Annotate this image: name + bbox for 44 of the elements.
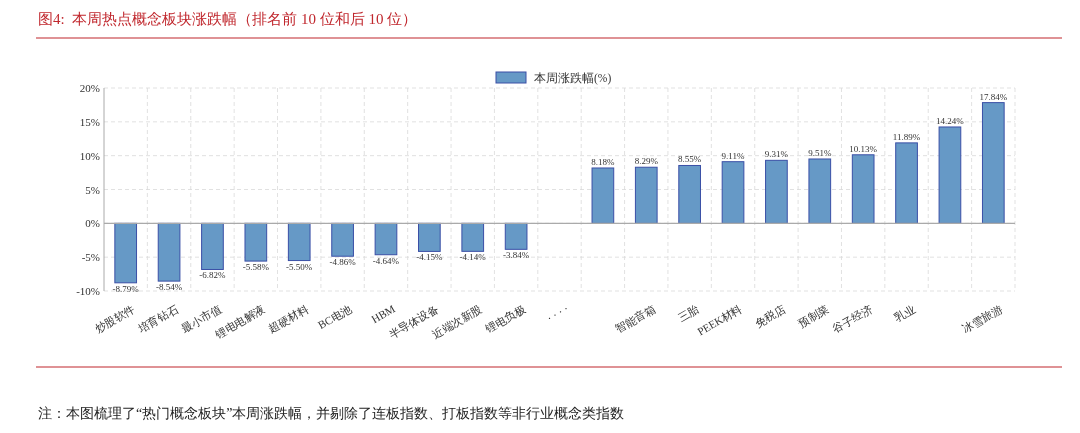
title: 图4: 本周热点概念板块涨跌幅（排名前 10 位和后 10 位） [38,11,418,27]
data-label: 9.31% [764,149,789,160]
data-label: 9.51% [808,147,832,158]
x-tick-label: 培育钻石 [135,302,181,336]
y-tick-label: 0% [85,217,100,230]
x-tick-label: · · · · [544,302,571,325]
y-tick-label: 5% [85,183,100,196]
data-label: -4.86% [329,257,357,268]
data-label: 8.18% [591,156,616,167]
x-tick-label: 智能音箱 [613,302,658,335]
y-tick-label: 15% [79,115,100,128]
y-tick-label: -5% [81,251,100,264]
x-tick-label: 冰雪旅游 [960,302,1005,335]
y-tick-label: -10% [76,285,100,297]
data-label: 10.13% [849,143,878,154]
x-tick-label: 谷子经济 [830,302,875,335]
x-tick-label: 炒股软件 [92,302,137,335]
y-tick-label: 10% [79,149,100,162]
data-label: -6.82% [199,270,227,281]
x-tick-label: 超硬材料 [266,302,311,335]
data-label: -8.79% [112,283,140,294]
legend-label: 本周涨跌幅(%) [534,72,612,85]
x-tick-label: 免税店 [752,302,788,330]
x-tick-label: BC电池 [315,302,354,332]
data-label: -8.54% [155,282,183,293]
data-label: 8.29% [634,156,659,167]
x-tick-label: 三胎 [675,302,701,324]
data-label: -4.64% [372,255,400,266]
data-label: -5.50% [286,261,313,272]
x-tick-label: 锂电负极 [482,302,528,336]
data-label: -4.14% [459,252,487,263]
text: 注：本图梳理了“热门概念板块”本周涨跌幅，并剔除了连板指数、打板指数等非行业概念类指数 [38,406,625,421]
data-label: -5.58% [242,262,270,273]
data-label: 17.84% [979,91,1008,102]
x-tick-label: HBM [369,302,398,326]
data-label: 9.11% [721,150,745,161]
x-tick-label: 预制菜 [796,302,831,330]
data-label: -3.84% [502,250,530,261]
data-label: 8.55% [678,154,702,165]
data-label: 11.89% [892,131,921,142]
y-tick-label: 20% [79,82,100,94]
x-tick-label: 乳业 [892,302,918,324]
data-label: 14.24% [936,115,965,126]
data-label: -4.15% [416,252,443,263]
